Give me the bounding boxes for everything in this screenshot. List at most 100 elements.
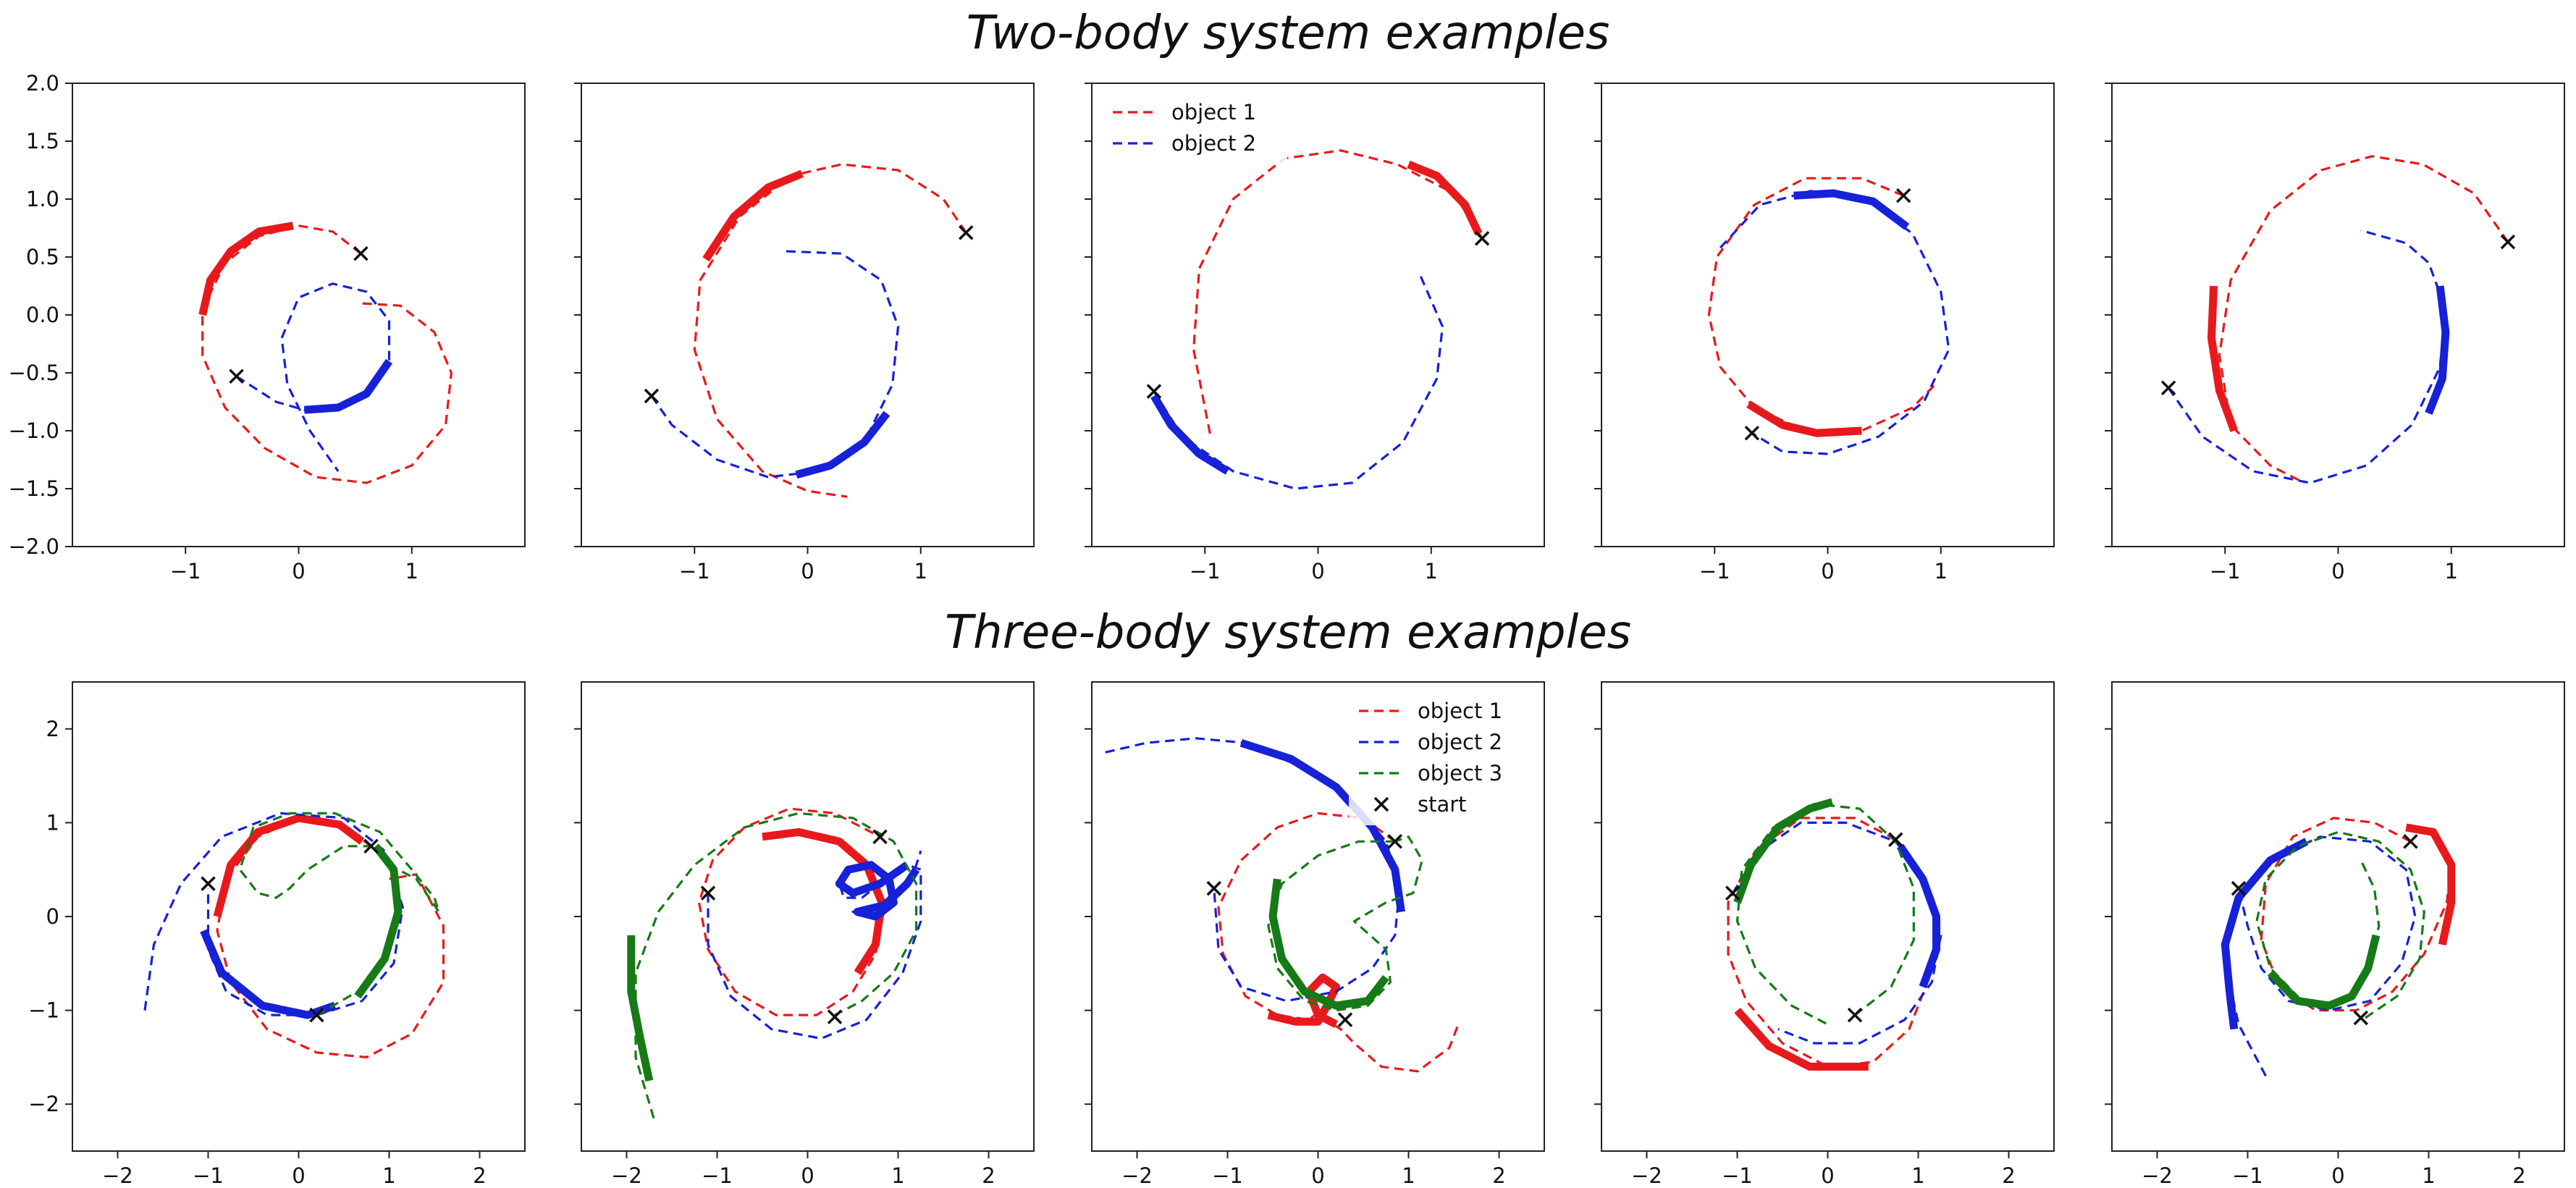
start-marker [2231, 880, 2247, 896]
x-tick-label: −1 [702, 1163, 733, 1188]
x-tick-label: 1 [382, 1163, 395, 1188]
object-1-trajectory [1192, 149, 1483, 437]
start-marker [353, 245, 369, 261]
x-tick-label: −2 [1121, 1163, 1153, 1188]
start-marker [959, 225, 974, 240]
start-marker [1206, 880, 1221, 896]
start-marker [2353, 1010, 2368, 1026]
x-tick-label: 0 [1821, 559, 1834, 584]
subplot-1: −1 0 1 −2.0 −1.5 −1.0 −0.5 0.0 0.5 1.0 1.5 2.0 [9, 71, 526, 584]
object-1-segment [702, 169, 804, 262]
x-tick-label: −2 [2142, 1163, 2173, 1188]
subplot-9: −2 −1 0 1 2 [1594, 681, 2055, 1188]
x-tick-label: 1 [405, 559, 418, 584]
plot-area [1725, 798, 1942, 1071]
y-tick-label: −1.0 [9, 418, 59, 443]
x-tick-label: −1 [1699, 559, 1730, 584]
object-3-trajectory [634, 812, 918, 1119]
x-tick-label: 2 [2002, 1163, 2015, 1188]
x-tick-label: −2 [102, 1163, 133, 1188]
object-3-segment [2267, 934, 2381, 1010]
plot-area [1146, 149, 1490, 490]
start-marker [2160, 380, 2176, 396]
legend-label-start: start [1418, 792, 1467, 817]
x-tick-label: −1 [193, 1163, 224, 1188]
y-tick-label: −1 [28, 998, 59, 1023]
object-1-segment [1746, 400, 1862, 437]
x-tick-label: 2 [473, 1163, 486, 1188]
x-tick-label: 0 [2331, 559, 2344, 584]
object-1-trajectory [2260, 817, 2453, 1012]
object-2-trajectory [1153, 274, 1444, 490]
plot-area [198, 222, 453, 484]
axes-frame [2111, 681, 2565, 1152]
x-tick-label: 0 [801, 559, 814, 584]
start-marker [1474, 231, 1490, 246]
axes-frame [1601, 681, 2055, 1152]
x-tick-label: −1 [170, 559, 201, 584]
plot-area [644, 163, 974, 498]
object-1-segment [1734, 1007, 1869, 1071]
y-tick-label: 0 [46, 904, 59, 929]
x-tick-label: 0 [292, 1163, 305, 1188]
start-marker [872, 829, 888, 845]
x-tick-label: 0 [292, 559, 305, 584]
start-marker [1725, 885, 1741, 901]
x-tick-label: 1 [1911, 1163, 1924, 1188]
x-tick-label: −1 [1212, 1163, 1243, 1188]
object-2-segment [2425, 285, 2450, 416]
legend-label-object-2: object 2 [1418, 730, 1502, 754]
start-marker [644, 388, 660, 404]
object-1-segment [2405, 823, 2456, 946]
axes-frame [72, 681, 526, 1152]
x-tick-label: 1 [891, 1163, 904, 1188]
subplot-10: −2 −1 0 1 2 [2105, 681, 2565, 1188]
legend: object 1 object 2 object 3 start [1349, 691, 1533, 825]
y-tick-label: −0.5 [9, 361, 59, 385]
object-2-trajectory [2223, 835, 2417, 1077]
legend: object 1 object 2 [1103, 92, 1287, 164]
object-2-segment [2221, 838, 2309, 1030]
x-tick-label: 1 [2422, 1163, 2435, 1188]
object-2-segment [200, 929, 337, 1019]
y-tick-label: −2.0 [9, 534, 59, 559]
y-tick-label: 1.5 [26, 129, 59, 153]
x-tick-label: −1 [679, 559, 710, 584]
object-2-trajectory [1719, 190, 1950, 455]
x-tick-label: 1 [914, 559, 927, 584]
object-1-segment [1407, 160, 1483, 236]
x-tick-label: −2 [611, 1163, 642, 1188]
x-tick-label: 2 [982, 1163, 995, 1188]
axes-frame [72, 83, 526, 547]
y-tick-label: 2.0 [26, 71, 59, 96]
object-1-trajectory [1217, 812, 1460, 1073]
y-tick-label: 2 [46, 717, 59, 741]
object-3-trajectory [238, 812, 440, 1016]
legend-label-object-1: object 1 [1171, 100, 1256, 125]
object-2-segment [1896, 843, 1940, 989]
object-1-segment [1267, 973, 1340, 1028]
x-tick-label: −1 [1190, 559, 1221, 584]
y-tick-label: 1 [46, 810, 59, 835]
subplot-5: −1 0 1 [2105, 83, 2565, 584]
x-tick-label: 2 [2512, 1163, 2525, 1188]
start-marker [1847, 1007, 1863, 1023]
start-marker [700, 885, 716, 901]
subplot-7: −2 −1 0 1 2 [574, 681, 1035, 1188]
object-1-trajectory [216, 817, 445, 1059]
start-marker [229, 368, 244, 384]
object-1-trajectory [2218, 155, 2509, 484]
y-tick-label: −1.5 [9, 476, 59, 501]
object-3-segment [1733, 798, 1834, 904]
x-tick-label: 1 [2445, 559, 2458, 584]
object-1-segment [2207, 285, 2238, 432]
x-tick-label: 0 [1821, 1163, 1834, 1188]
start-marker [363, 838, 379, 854]
plot-area [1707, 177, 1950, 455]
start-marker [309, 1007, 324, 1023]
object-3-segment [354, 843, 403, 999]
legend-box [1103, 92, 1287, 164]
object-3-segment [627, 935, 654, 1082]
plot-area [2160, 155, 2516, 484]
y-tick-label: −2 [28, 1092, 59, 1116]
